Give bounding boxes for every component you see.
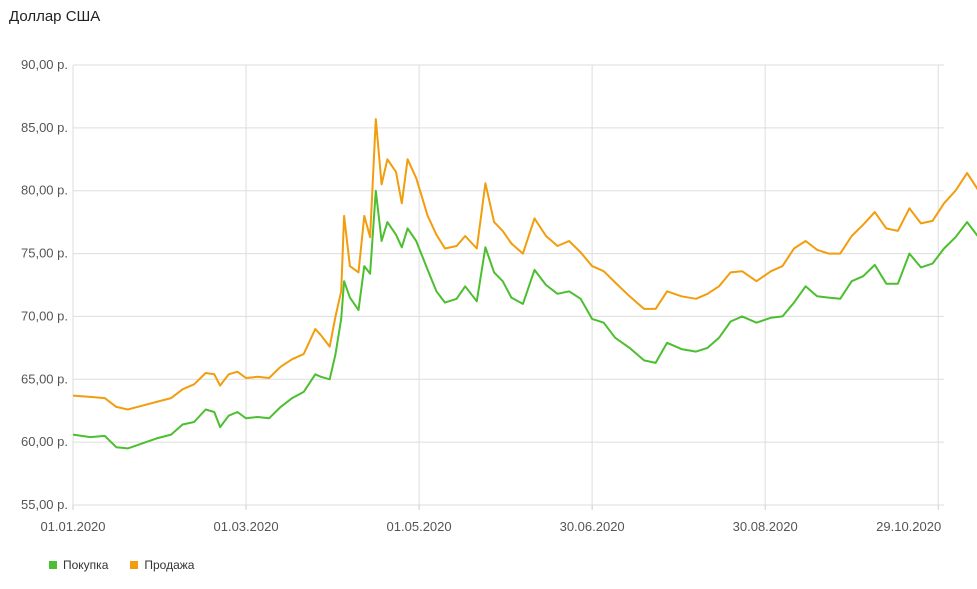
legend-item-sell[interactable]: Продажа	[130, 558, 194, 572]
y-tick-label: 85,00 р.	[21, 120, 68, 135]
x-tick-label: 30.06.2020	[560, 519, 625, 534]
x-tick-label: 01.03.2020	[214, 519, 279, 534]
legend-label-buy: Покупка	[63, 558, 109, 572]
y-tick-label: 60,00 р.	[21, 434, 68, 449]
y-axis-labels: 55,00 р. 60,00 р. 65,00 р. 70,00 р. 75,00 р.…	[21, 57, 68, 512]
series-line-buy	[72, 189, 977, 450]
legend: Покупка Продажа	[49, 558, 194, 572]
y-tick-label: 90,00 р.	[21, 57, 68, 72]
legend-item-buy[interactable]: Покупка	[49, 558, 108, 572]
y-tick-label: 65,00 р.	[21, 371, 68, 386]
grid	[72, 64, 944, 510]
y-tick-label: 55,00 р.	[21, 497, 68, 512]
series-line-sell	[72, 118, 977, 411]
x-tick-label: 01.01.2020	[40, 519, 105, 534]
y-tick-label: 70,00 р.	[21, 308, 68, 323]
x-tick-label: 30.08.2020	[733, 519, 798, 534]
chart-title: Доллар США	[9, 8, 101, 25]
legend-swatch-buy	[49, 561, 57, 569]
series-layer	[72, 118, 977, 450]
x-tick-label: 29.10.2020	[876, 519, 941, 534]
x-tick-label: 01.05.2020	[387, 519, 452, 534]
y-tick-label: 75,00 р.	[21, 246, 68, 261]
legend-label-sell: Продажа	[144, 558, 195, 572]
legend-swatch-sell	[130, 561, 139, 569]
y-tick-label: 80,00 р.	[21, 183, 68, 198]
x-axis-labels: 01.01.2020 01.03.2020 01.05.2020 30.06.2020…	[40, 519, 941, 534]
